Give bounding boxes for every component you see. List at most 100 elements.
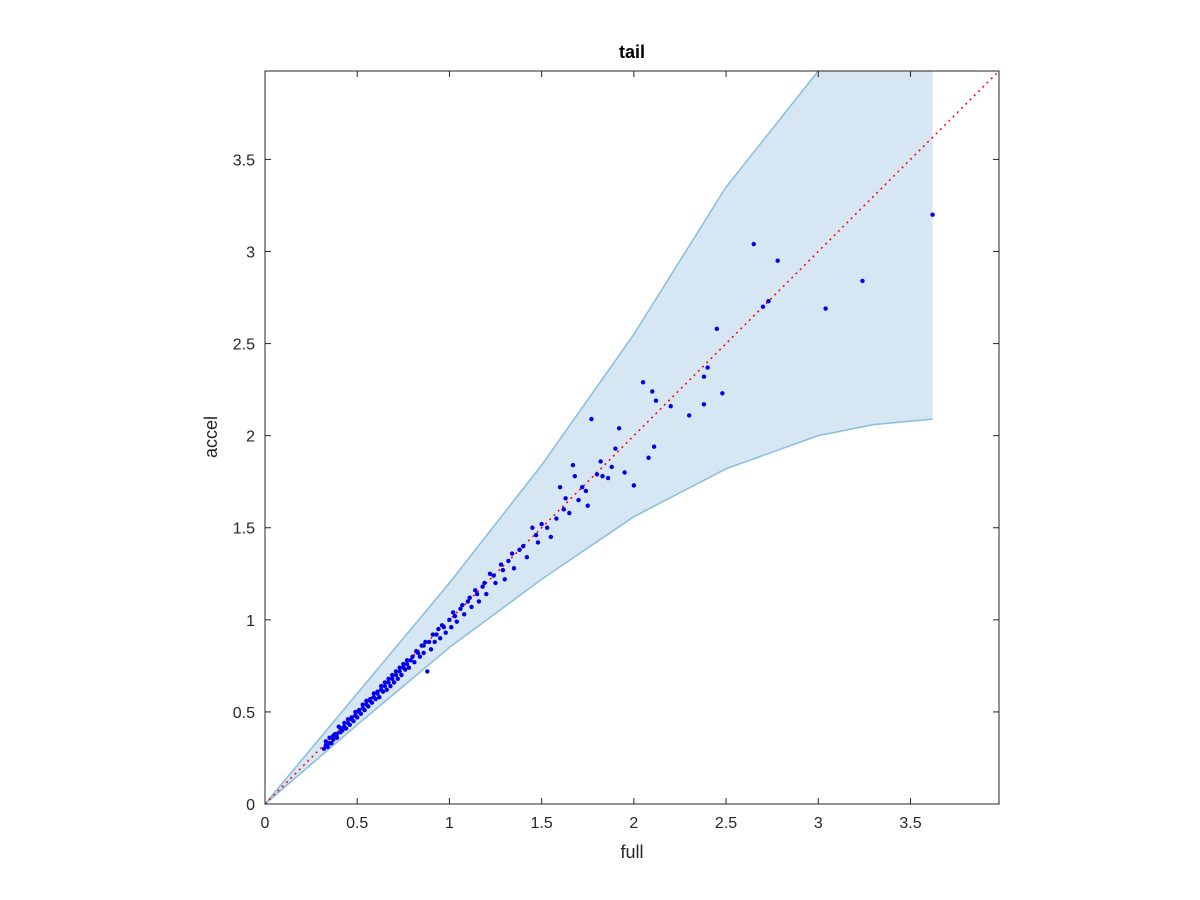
data-point [334, 731, 340, 737]
reference-line [264, 70, 1000, 805]
data-point [395, 676, 400, 681]
data-point [397, 665, 402, 670]
data-point [651, 444, 657, 449]
data-point [668, 403, 673, 409]
data-point [524, 555, 530, 560]
data-point [364, 698, 369, 704]
data-point [646, 455, 651, 460]
data-point [605, 475, 611, 481]
data-point [500, 567, 506, 573]
data-point [600, 473, 605, 479]
data-point [563, 496, 568, 501]
data-point [533, 532, 539, 538]
data-point [430, 632, 436, 637]
data-point [327, 735, 332, 740]
data-point [720, 391, 725, 396]
data-point [570, 462, 576, 468]
data-point [509, 551, 515, 556]
data-point [517, 547, 522, 553]
data-point [327, 741, 332, 746]
y-tick-label: 3.5 [233, 152, 255, 169]
data-point [371, 691, 377, 696]
data-point [580, 485, 585, 490]
data-point [367, 698, 373, 704]
data-point [585, 503, 590, 508]
data-point [461, 612, 467, 617]
data-point [353, 713, 358, 718]
data-point [353, 709, 358, 715]
axes-box [264, 70, 1000, 805]
data-point [701, 402, 707, 407]
data-point [382, 683, 388, 689]
data-point [425, 669, 430, 674]
data-point [404, 661, 410, 667]
x-tick-label: 1.5 [531, 815, 553, 832]
x-tick-label: 0 [261, 815, 270, 832]
data-point [338, 726, 343, 731]
data-point [640, 380, 646, 385]
data-point [491, 573, 496, 578]
data-point [399, 672, 404, 678]
data-point [454, 619, 459, 624]
data-point [349, 717, 354, 722]
data-point [469, 604, 474, 610]
data-point [705, 365, 710, 370]
data-point [751, 241, 756, 247]
data-point [775, 258, 780, 263]
y-tick-label: 0 [246, 797, 255, 814]
data-point [473, 588, 478, 593]
data-point [561, 507, 566, 512]
data-point [714, 326, 720, 332]
data-point [539, 521, 544, 527]
data-point [345, 720, 351, 726]
data-point [452, 613, 458, 619]
data-point [391, 680, 397, 685]
data-point [589, 416, 594, 422]
plot-area: 0 0.5 1 1.5 2 2.5 3 3.5 0 0.5 1 1.5 2 2.5 3 3.5 [233, 70, 1000, 832]
data-point [423, 639, 428, 645]
data-point [378, 687, 384, 693]
data-point [554, 516, 559, 521]
data-point [393, 672, 399, 678]
x-tick-label: 2 [629, 815, 638, 832]
data-point [342, 720, 347, 726]
data-point [460, 602, 465, 608]
data-point [331, 733, 336, 739]
data-point [476, 599, 482, 604]
data-point [377, 694, 382, 700]
data-point [323, 739, 329, 744]
data-point [631, 483, 637, 488]
data-point [342, 724, 347, 729]
data-point [930, 212, 935, 217]
data-point [384, 687, 389, 693]
data-point [378, 683, 384, 689]
band-upper-edge [264, 70, 819, 805]
x-tick-label: 3.5 [899, 815, 921, 832]
data-point [465, 599, 471, 604]
data-point [458, 606, 463, 611]
x-axis-label: full [620, 842, 643, 862]
data-point [493, 580, 498, 586]
data-point [449, 624, 454, 630]
data-point [323, 742, 329, 748]
data-point [443, 630, 448, 635]
data-point [498, 562, 504, 567]
data-point [345, 717, 351, 722]
y-tick-label: 1.5 [233, 521, 255, 538]
data-point [410, 654, 415, 659]
y-axis-label: accel [201, 416, 221, 458]
data-point [583, 488, 589, 494]
data-point [406, 665, 412, 670]
band-lower-edge [264, 418, 933, 805]
data-point [417, 654, 423, 659]
data-point [650, 389, 655, 394]
data-point [415, 650, 421, 656]
data-point [412, 659, 417, 665]
data-point [686, 413, 692, 418]
data-point [386, 680, 391, 685]
data-point [484, 591, 489, 597]
data-point [474, 591, 480, 597]
axis-ticks: 0 0.5 1 1.5 2 2.5 3 3.5 0 0.5 1 1.5 2 2.5 3 3.5 [233, 71, 999, 832]
data-point [397, 669, 402, 674]
